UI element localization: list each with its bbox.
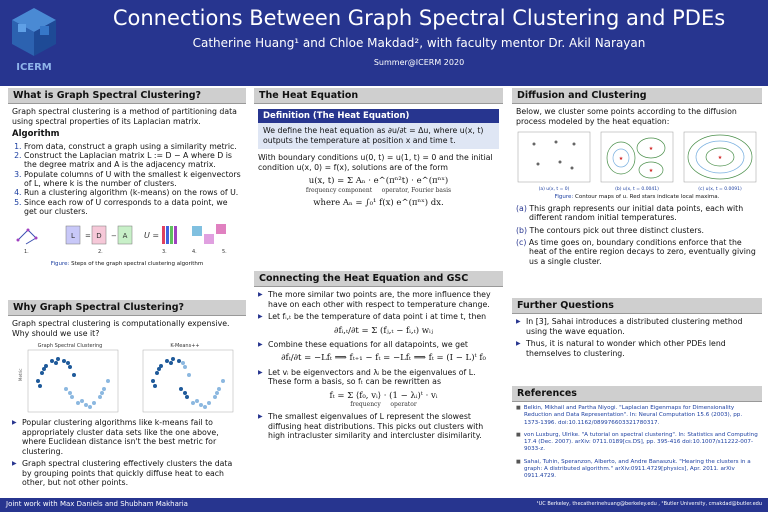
matrix-D — [91, 226, 107, 245]
contour-plot-a — [517, 131, 591, 183]
observation-item: (a) This graph represents our initial da… — [516, 204, 744, 223]
section-heading-what-is-gsc: What is Graph Spectral Clustering? — [8, 88, 246, 104]
svg-text:3.: 3. — [162, 249, 167, 255]
algorithm-figure-caption: Figure: Steps of the graph spectral clus… — [50, 260, 204, 267]
gsc-plot: Graph Spectral Clustering Metric — [18, 343, 118, 413]
algorithm-figure: L = D − A U = 1. 2. 3. 4. 5. — [12, 220, 242, 267]
poster-title: Connections Between Graph Spectral Clust… — [112, 6, 726, 30]
reference-item: Belkin, Mikhail and Partha Niyogi. "Lapl… — [516, 405, 758, 427]
column-middle: The Heat Equation Definition (The Heat E… — [254, 88, 503, 447]
diffusion-intro: Below, we cluster some points according … — [516, 107, 737, 126]
svg-text:★: ★ — [619, 156, 624, 162]
bullet-item: Let fᵢ,ₜ be the temperature of data poin… — [258, 312, 499, 336]
bullet-item: In [3], Sahai introduces a distributed c… — [516, 317, 758, 336]
eigen-expansion-equation: fₜ = Σ ⟨f₀, vᵢ⟩ · (1 − λᵢ)ᵗ · vᵢ frequen… — [329, 390, 438, 409]
svg-text:Graph Spectral Clustering: Graph Spectral Clustering — [37, 343, 102, 349]
section-heading-why-gsc: Why Graph Spectral Clustering? — [8, 300, 246, 316]
why-gsc-intro: Graph spectral clustering is computation… — [12, 319, 230, 338]
gsc-intro: Graph spectral clustering is a method of… — [12, 107, 237, 126]
contour-plot-b: ★ ★ ★ — [600, 131, 674, 183]
svg-text:2.: 2. — [98, 249, 103, 255]
matrix-A — [117, 226, 133, 245]
kmeans-figure — [192, 224, 226, 245]
poster-venue: Summer@ICERM 2020 — [373, 58, 465, 67]
svg-text:ICERM: ICERM — [16, 62, 52, 73]
bullet-item: Let vᵢ be eigenvectors and λᵢ be the eig… — [258, 368, 499, 409]
boundary-conditions-text: With boundary conditions u(0, t) = u(1, … — [258, 152, 493, 172]
definition-body: We define the heat equation as ∂u/∂t = Δ… — [258, 123, 499, 149]
matrix-L — [65, 226, 81, 245]
algorithm-step: From data, construct a graph using a sim… — [24, 142, 242, 151]
poster-footer: Joint work with Max Daniels and Shubham … — [0, 498, 768, 512]
svg-text:4.: 4. — [192, 249, 197, 255]
reference-item: Sahai, Tuhin, Speranzon, Alberto, and An… — [516, 459, 758, 481]
bullet-item: Combine these equations for all datapoin… — [258, 340, 499, 364]
bullet-item: Thus, it is natural to wonder which othe… — [516, 339, 758, 358]
algorithm-step: Populate columns of U with the smallest … — [24, 170, 242, 189]
further-questions-bullets: In [3], Sahai introduces a distributed c… — [516, 317, 758, 358]
contour-plot-c: ★ — [683, 131, 757, 183]
matrix-heat-equation: ∂fₜ/∂t = −Lfₜ ⟹ fₜ₊₁ − fₜ = −Lfₜ ⟹ fₜ = … — [281, 353, 486, 364]
svg-text:U =: U = — [144, 231, 159, 240]
reference-item: von Luxburg, Ulrike. "A tutorial on spec… — [516, 432, 758, 454]
comparison-plots: Graph Spectral Clustering Metric K-Means… — [12, 341, 242, 415]
algorithm-step: Construct the Laplacian matrix L := D − … — [24, 151, 242, 170]
diffusion-observations: (a) This graph represents our initial da… — [516, 204, 758, 266]
kmeans-plot: K-Means++ — [142, 343, 233, 413]
svg-text:L: L — [71, 232, 75, 240]
observation-item: (b) The contours pick out three distinct… — [516, 225, 704, 235]
column-left: What is Graph Spectral Clustering? Graph… — [8, 88, 246, 494]
bullet-item: The smallest eigenvalues of L represent … — [258, 412, 499, 441]
algorithm-steps: From data, construct a graph using a sim… — [24, 142, 242, 217]
coefficient-equation: where Aₙ = ∫₀¹ f(x) e^(πⁿˣ) dx. — [313, 197, 444, 208]
references-list: Belkin, Mikhail and Partha Niyogi. "Lapl… — [512, 402, 762, 488]
footer-affiliations: ¹UC Berkeley, thecatherinehuang@berkeley… — [536, 501, 762, 507]
svg-text:=: = — [85, 232, 91, 240]
algorithm-step: Run a clustering algorithm (k-means) on … — [24, 188, 242, 197]
why-gsc-bullets: Popular clustering algorithms like k-mea… — [12, 418, 242, 488]
section-heading-further-questions: Further Questions — [512, 298, 762, 314]
section-heading-references: References — [512, 386, 762, 402]
pointwise-heat-equation: ∂fᵢ,ₜ/∂t = Σ (fⱼ,ₜ − fᵢ,ₜ) wᵢⱼ — [334, 325, 433, 336]
algorithm-step: Since each row of U corresponds to a dat… — [24, 198, 242, 217]
icerm-logo: ICERM — [4, 4, 64, 76]
svg-text:★: ★ — [649, 146, 654, 152]
connecting-bullets: The more similar two points are, the mor… — [258, 290, 499, 441]
observation-item: (c) As time goes on, boundary conditions… — [516, 238, 756, 266]
svg-text:A: A — [123, 232, 128, 240]
definition-title: Definition (The Heat Equation) — [258, 109, 499, 124]
svg-text:D: D — [96, 232, 101, 240]
svg-text:★: ★ — [718, 155, 723, 161]
poster-header: ICERM Connections Between Graph Spectral… — [0, 0, 768, 86]
algorithm-heading: Algorithm — [12, 129, 60, 140]
bullet-item: The more similar two points are, the mor… — [258, 290, 499, 309]
heat-solution-equation: u(x, t) = Σ Aₙ · e^(πⁿ²t) · e^(πⁿˣ) freq… — [305, 176, 452, 194]
section-heading-connecting: Connecting the Heat Equation and GSC — [254, 271, 503, 287]
contour-figure-caption: Figure: Contour maps of u. Red stars ind… — [554, 194, 720, 201]
svg-text:5.: 5. — [222, 249, 227, 255]
section-heading-diffusion: Diffusion and Clustering — [512, 88, 762, 104]
footer-collaborators: Joint work with Max Daniels and Shubham … — [6, 500, 188, 508]
svg-text:−: − — [111, 232, 117, 240]
section-heading-heat-equation: The Heat Equation — [254, 88, 503, 104]
svg-text:K-Means++: K-Means++ — [170, 343, 199, 349]
bullet-item: Popular clustering algorithms like k-mea… — [12, 418, 242, 456]
svg-text:1.: 1. — [24, 249, 29, 255]
graph-figure — [16, 228, 38, 245]
bullet-item: Graph spectral clustering effectively cl… — [12, 459, 242, 488]
svg-text:Metric: Metric — [18, 369, 23, 381]
column-right: Diffusion and Clustering Below, we clust… — [512, 88, 762, 488]
svg-text:★: ★ — [649, 168, 654, 174]
eigenvector-matrix — [162, 226, 177, 245]
contour-figures: (a) u(x, t = 0) ★ ★ ★ (b) u(x, t = 0.004… — [516, 130, 758, 192]
poster-authors: Catherine Huang¹ and Chloe Makdad², with… — [192, 36, 646, 50]
